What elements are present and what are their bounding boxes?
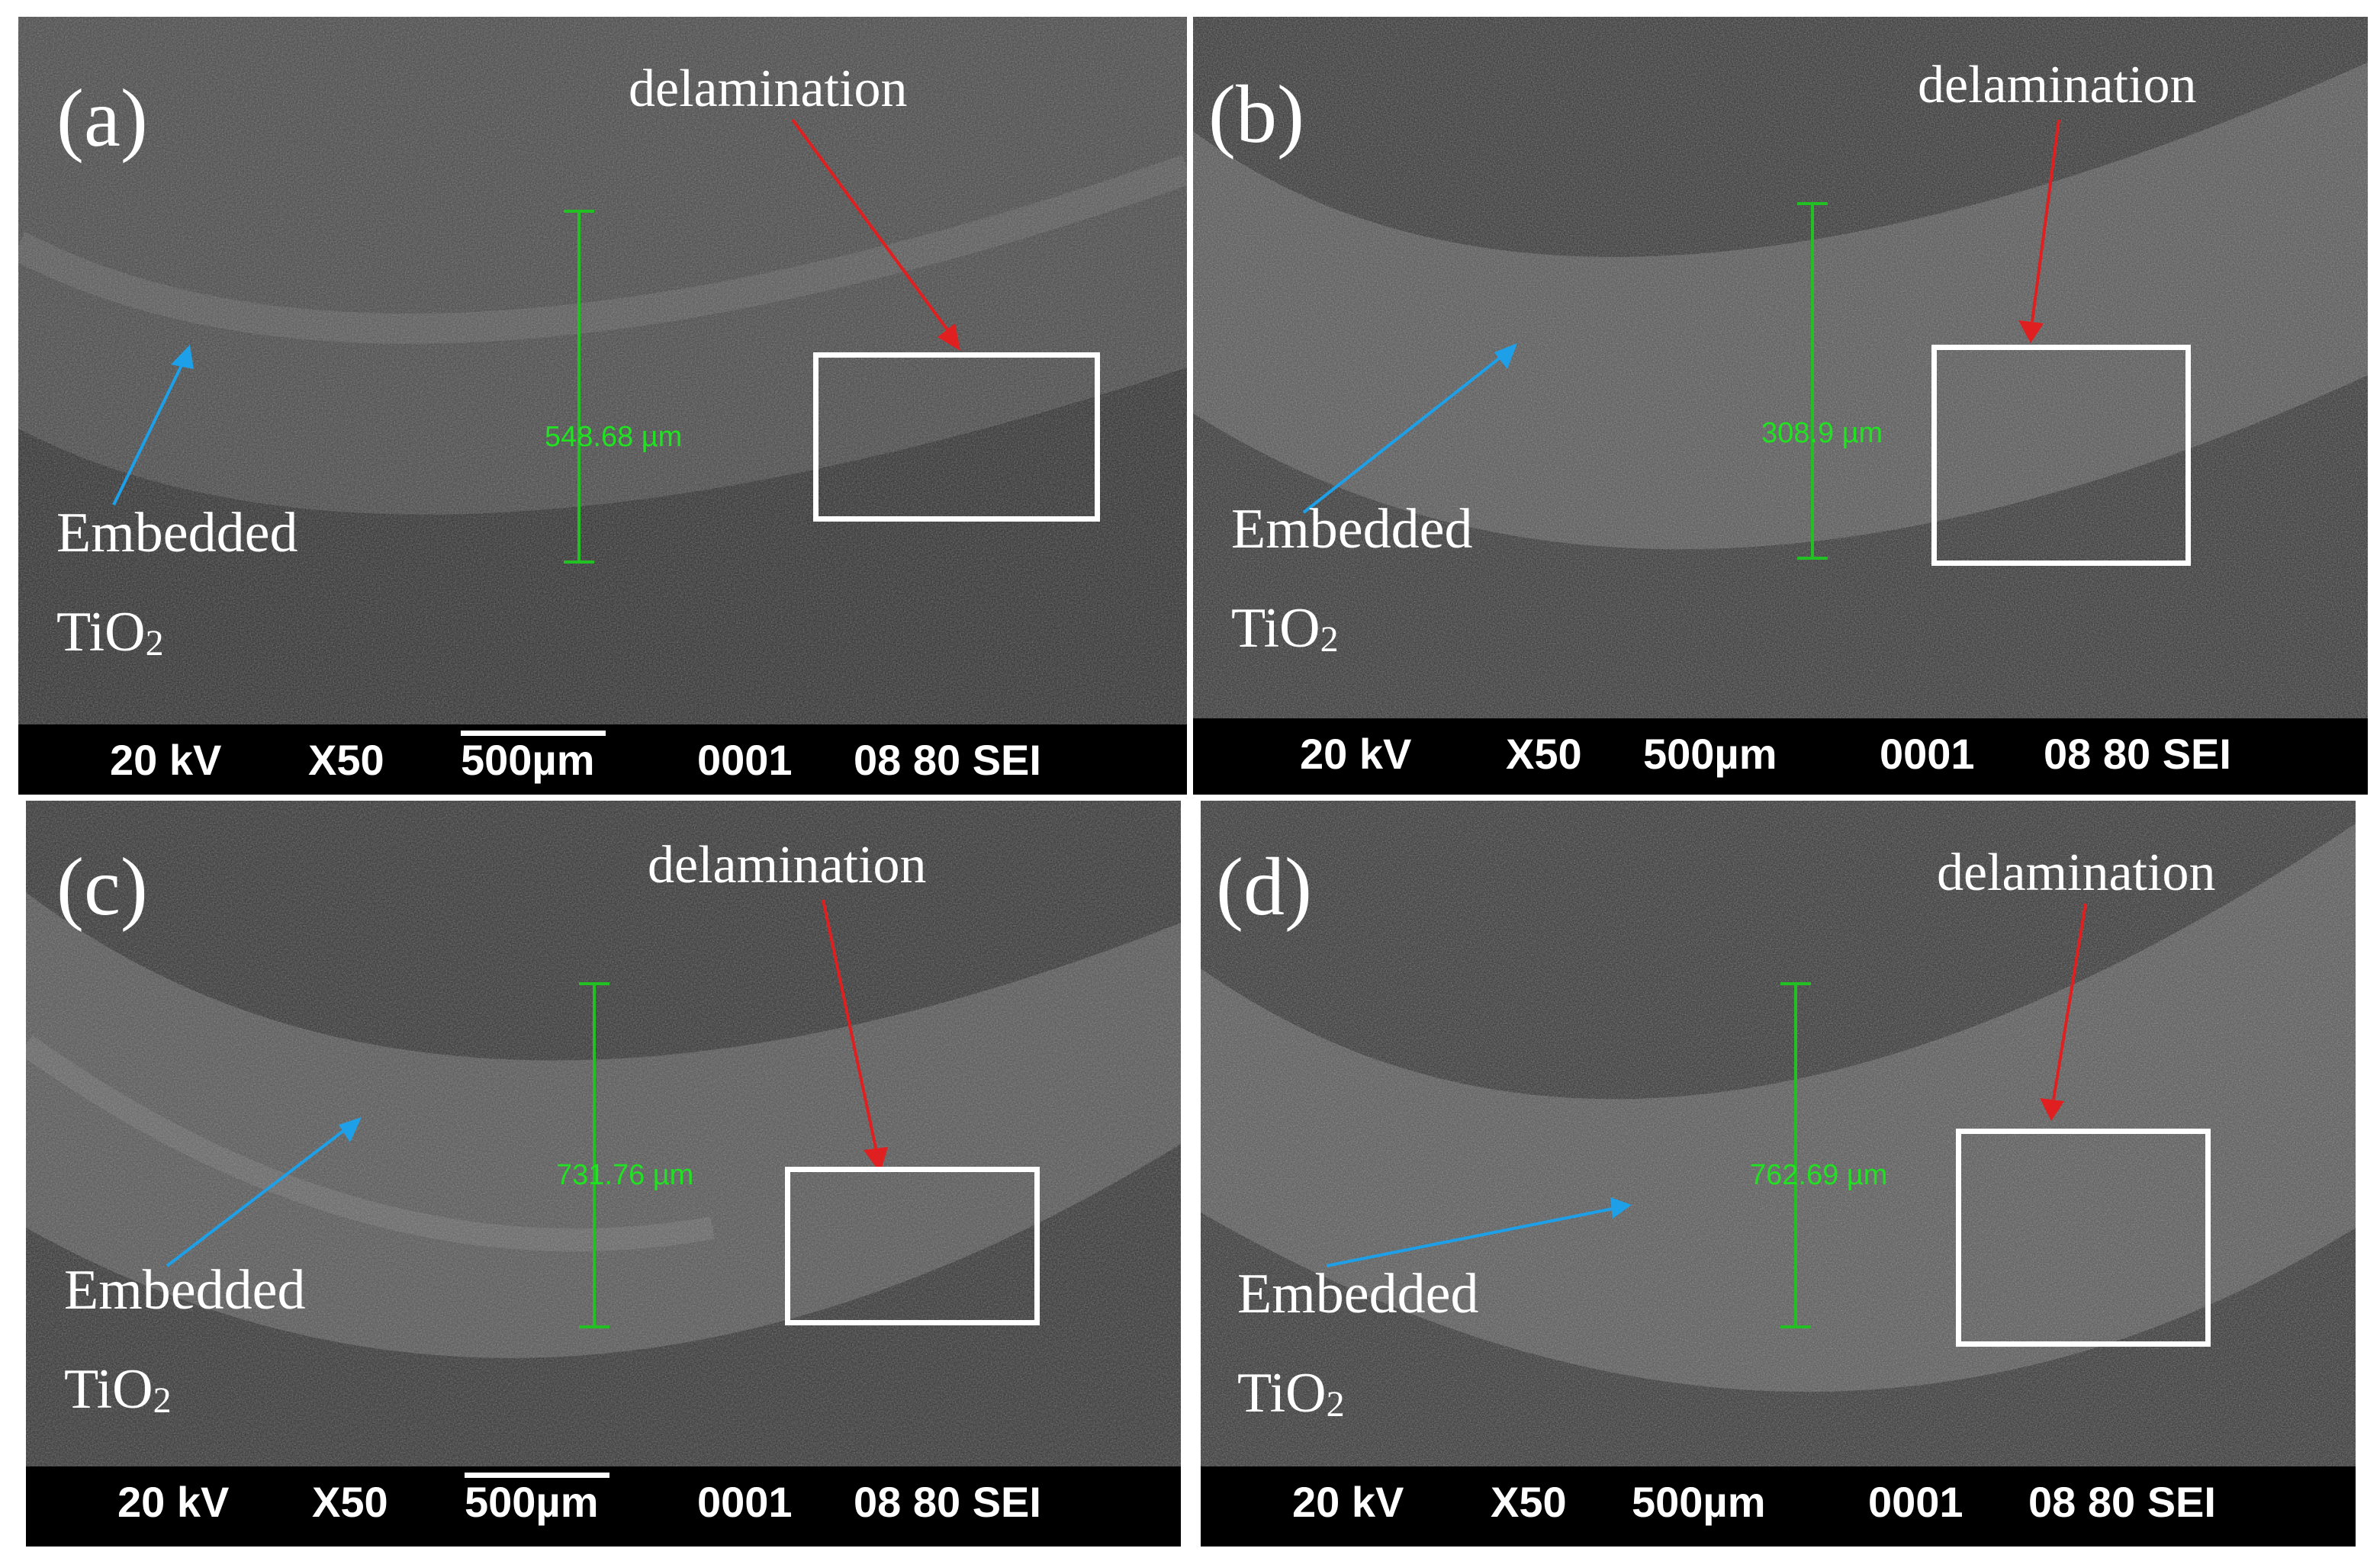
delamination-arrowhead	[2040, 1098, 2064, 1121]
micrograph-c	[26, 801, 1181, 1547]
sem-info-bar: 20 kV X50 500µm 0001 08 80 SEI	[26, 1466, 1181, 1547]
delamination-arrowhead	[864, 1147, 888, 1173]
embedded-label: Embedded	[64, 1259, 306, 1322]
micrograph-a	[18, 17, 1187, 795]
thickness-measurement: 308.9 µm	[1761, 417, 1883, 449]
tio2-arrowhead	[1610, 1197, 1632, 1219]
tio2-label: TiO2	[1237, 1362, 1345, 1424]
delamination-region-box	[785, 1167, 1040, 1325]
annotation-arrows-c	[166, 899, 888, 1328]
embedded-label: Embedded	[1237, 1263, 1479, 1325]
image-number-text: 0001	[697, 736, 793, 784]
image-number-text: 0001	[697, 1478, 793, 1526]
detector-text: 08 80 SEI	[854, 1478, 1041, 1526]
thickness-measurement: 731.76 µm	[556, 1159, 694, 1191]
scale-text: 500µm	[1632, 1478, 1766, 1526]
tio2-label: TiO2	[1231, 597, 1339, 660]
delamination-arrowhead	[2018, 320, 2044, 343]
panel-label: (c)	[56, 842, 148, 933]
sem-panel-c: (c) delamination 731.76 µm Embedded TiO2…	[26, 801, 1181, 1547]
voltage-text: 20 kV	[1300, 730, 1412, 778]
detector-text: 08 80 SEI	[2044, 730, 2231, 778]
annotation-arrows-d	[1326, 903, 2087, 1328]
thickness-measurement: 548.68 µm	[545, 421, 683, 453]
sem-info-bar: 20 kV X50 500µm 0001 08 80 SEI	[1201, 1466, 2356, 1547]
delamination-region-box	[1931, 345, 2191, 566]
micrograph-d	[1201, 801, 2356, 1547]
delamination-region-box	[813, 352, 1100, 522]
scale-text: 500µm	[465, 1478, 599, 1526]
image-number-text: 0001	[1880, 730, 1975, 778]
tio2-label: TiO2	[64, 1358, 172, 1421]
voltage-text: 20 kV	[110, 736, 222, 784]
annotation-arrows-b	[1302, 119, 2060, 560]
image-number-text: 0001	[1868, 1478, 1963, 1526]
thickness-measurement: 762.69 µm	[1750, 1159, 1888, 1191]
scale-bar-line	[465, 1473, 609, 1478]
magnification-text: X50	[1491, 1478, 1567, 1526]
delamination-arrowhead	[938, 323, 960, 351]
tio2-label: TiO2	[56, 601, 164, 663]
embedded-label: Embedded	[1231, 498, 1473, 560]
voltage-text: 20 kV	[1292, 1478, 1404, 1526]
micrograph-b	[1193, 17, 2368, 795]
delamination-label: delamination	[1918, 56, 2197, 114]
panel-label: (d)	[1216, 842, 1312, 933]
voltage-text: 20 kV	[117, 1478, 230, 1526]
delamination-label: delamination	[1937, 843, 2216, 902]
magnification-text: X50	[308, 736, 384, 784]
sem-info-bar: 20 kV X50 500µm 0001 08 80 SEI	[18, 724, 1187, 795]
sem-panel-b: (b) delamination 308.9 µm Embedded TiO2 …	[1193, 17, 2368, 795]
panel-label: (b)	[1208, 69, 1304, 160]
embedded-label: Embedded	[56, 502, 298, 564]
magnification-text: X50	[1506, 730, 1582, 778]
tio2-arrowhead	[1494, 343, 1517, 369]
sem-panel-d: (d) delamination 762.69 µm Embedded TiO2…	[1201, 801, 2356, 1547]
delamination-label: delamination	[648, 836, 927, 895]
detector-text: 08 80 SEI	[854, 736, 1041, 784]
tio2-arrowhead	[171, 345, 194, 369]
delamination-region-box	[1956, 1129, 2211, 1347]
scale-text: 500µm	[461, 736, 595, 784]
sem-info-bar: 20 kV X50 500µm 0001 08 80 SEI	[1193, 718, 2368, 795]
delamination-label: delamination	[629, 59, 908, 118]
scale-bar-line	[461, 731, 606, 736]
detector-text: 08 80 SEI	[2028, 1478, 2216, 1526]
magnification-text: X50	[312, 1478, 388, 1526]
scale-text: 500µm	[1643, 730, 1777, 778]
sem-panel-a: (a) delamination 548.68 µm Embedded TiO2…	[18, 17, 1187, 795]
annotation-arrows-a	[112, 118, 960, 564]
panel-label: (a)	[56, 73, 148, 164]
tio2-arrowhead	[339, 1117, 362, 1142]
